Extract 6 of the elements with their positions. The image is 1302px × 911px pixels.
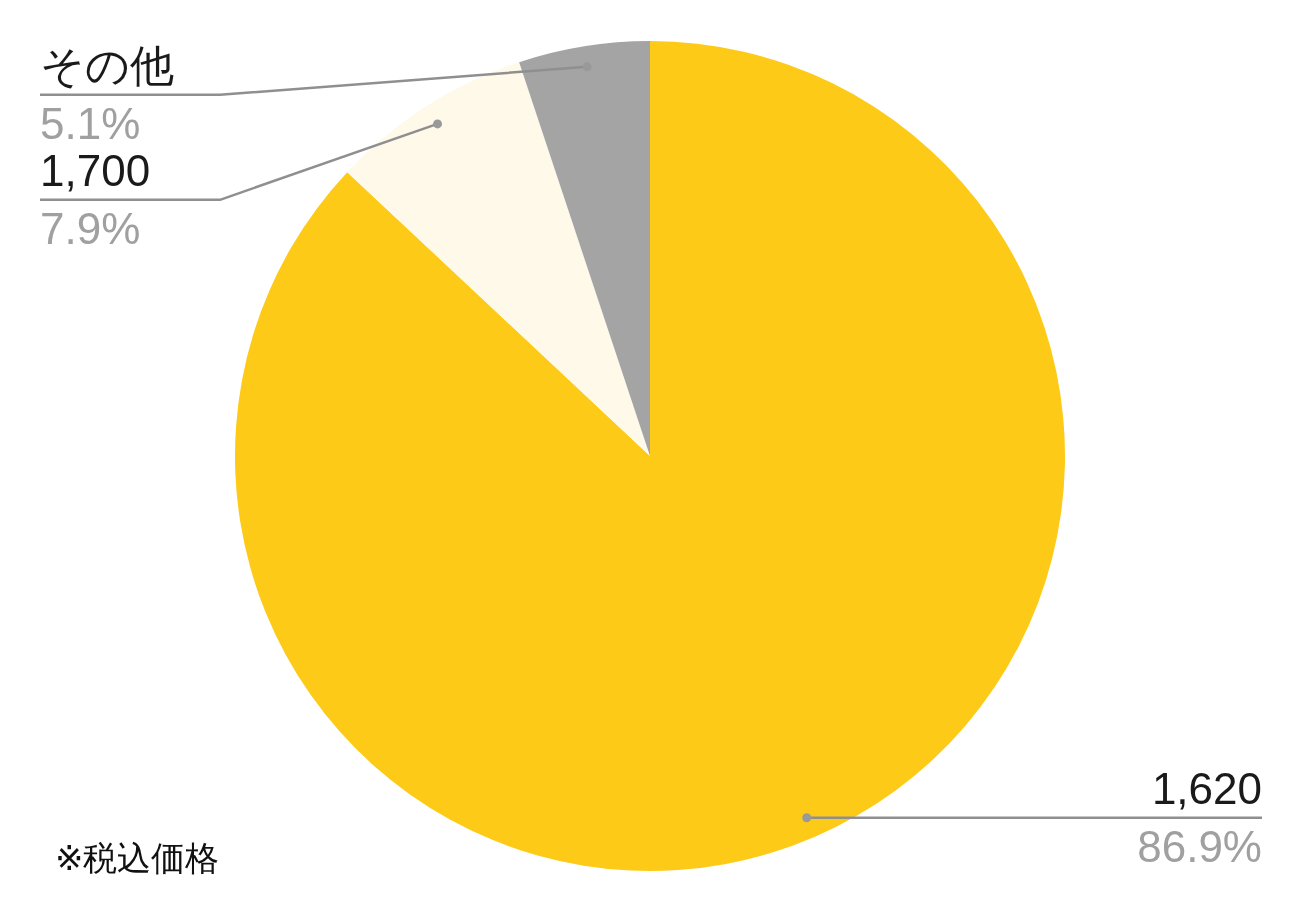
slice-label: その他 <box>40 40 174 90</box>
data-label: 86.9% <box>1137 821 1262 871</box>
slice-label: 1,700 <box>40 145 151 195</box>
data-label: 7.9% <box>40 203 141 253</box>
data-label: 5.1% <box>40 98 141 148</box>
slice-label: 1,620 <box>1151 763 1262 813</box>
